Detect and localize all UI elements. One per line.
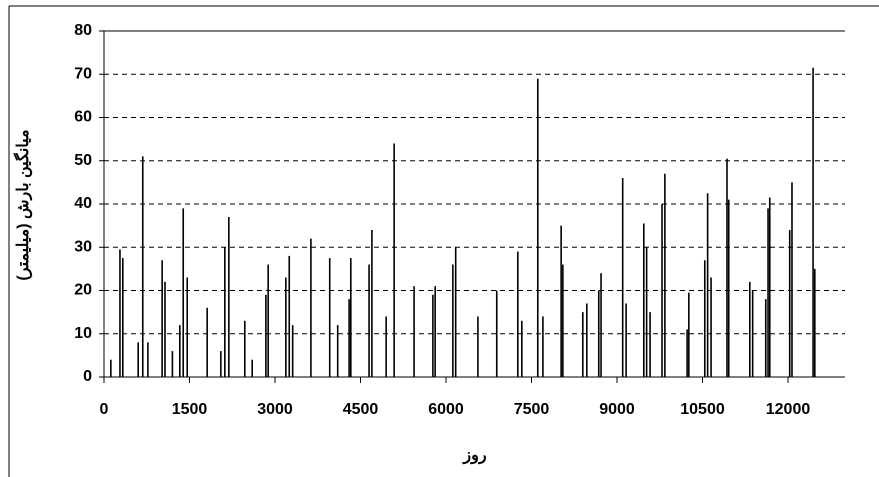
x-tick-label: 4500 [343, 401, 379, 418]
y-tick-label: 70 [74, 65, 92, 82]
y-tick-label: 80 [74, 22, 92, 39]
y-tick-label: 40 [74, 195, 92, 212]
x-axis-title: روز [462, 447, 486, 465]
y-tick-label: 0 [83, 368, 92, 385]
y-tick-label: 60 [74, 109, 92, 126]
x-tick-label: 10500 [680, 401, 725, 418]
x-tick-label: 9000 [599, 401, 635, 418]
y-tick-label: 10 [74, 325, 92, 342]
x-tick-label: 3000 [257, 401, 293, 418]
y-tick-label: 20 [74, 282, 92, 299]
y-tick-label: 30 [74, 238, 92, 255]
y-axis-title: میانگین بارش (میلیمتر) [13, 129, 33, 280]
x-tick-label: 1500 [172, 401, 208, 418]
x-tick-label: 7500 [514, 401, 550, 418]
x-tick-label: 12000 [766, 401, 811, 418]
y-tick-label: 50 [74, 152, 92, 169]
x-tick-label: 0 [100, 401, 109, 418]
x-tick-label: 6000 [428, 401, 464, 418]
